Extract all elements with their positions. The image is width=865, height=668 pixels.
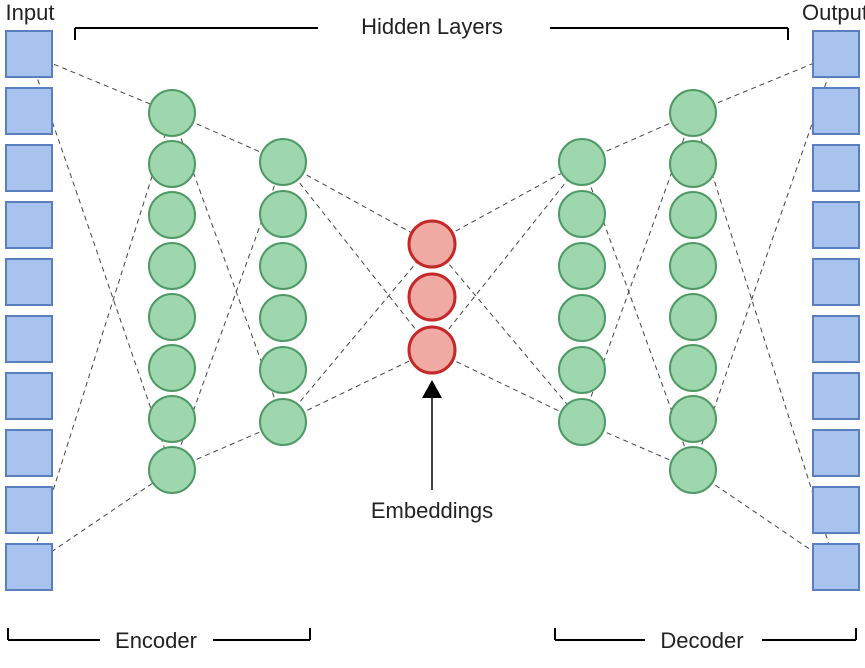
in-node	[6, 544, 52, 590]
out-node	[813, 145, 859, 191]
out-node	[813, 373, 859, 419]
h1-node	[149, 396, 195, 442]
out-node	[813, 202, 859, 248]
in-node	[6, 88, 52, 134]
out-node	[813, 88, 859, 134]
h2-node	[260, 191, 306, 237]
h3-node	[559, 295, 605, 341]
h1-node	[149, 90, 195, 136]
in-node	[6, 202, 52, 248]
label-decoder: Decoder	[660, 628, 743, 653]
h2-node	[260, 399, 306, 445]
h4-node	[670, 447, 716, 493]
h4-node	[670, 192, 716, 238]
embedding-node	[409, 274, 455, 320]
in-node	[6, 316, 52, 362]
out-node	[813, 259, 859, 305]
h4-node	[670, 345, 716, 391]
h1-node	[149, 447, 195, 493]
in-node	[6, 430, 52, 476]
h4-node	[670, 141, 716, 187]
h1-node	[149, 192, 195, 238]
h3-node	[559, 347, 605, 393]
h3-node	[559, 191, 605, 237]
h2-node	[260, 139, 306, 185]
edge	[432, 350, 582, 422]
out-node	[813, 316, 859, 362]
h4-node	[670, 294, 716, 340]
label-input: Input	[6, 0, 55, 25]
h3-node	[559, 139, 605, 185]
h4-node	[670, 396, 716, 442]
h4-node	[670, 243, 716, 289]
label-embeddings: Embeddings	[371, 498, 493, 523]
h2-node	[260, 295, 306, 341]
label-hidden: Hidden Layers	[361, 14, 503, 39]
out-node	[813, 544, 859, 590]
h2-node	[260, 243, 306, 289]
h3-node	[559, 399, 605, 445]
in-node	[6, 145, 52, 191]
out-node	[813, 430, 859, 476]
autoencoder-diagram: Input Output Hidden Layers Encoder Decoder Em…	[0, 0, 865, 668]
embedding-node	[409, 327, 455, 373]
h1-node	[149, 294, 195, 340]
arrow-head	[422, 380, 442, 398]
h1-node	[149, 345, 195, 391]
label-output: Output	[802, 0, 865, 25]
h3-node	[559, 243, 605, 289]
edge	[283, 350, 432, 422]
in-node	[6, 31, 52, 77]
in-node	[6, 259, 52, 305]
h2-node	[260, 347, 306, 393]
label-encoder: Encoder	[115, 628, 197, 653]
embedding-node	[409, 221, 455, 267]
out-node	[813, 31, 859, 77]
h4-node	[670, 90, 716, 136]
h1-node	[149, 141, 195, 187]
edge	[432, 162, 582, 244]
h1-node	[149, 243, 195, 289]
out-node	[813, 487, 859, 533]
edge	[283, 162, 432, 244]
in-node	[6, 373, 52, 419]
in-node	[6, 487, 52, 533]
